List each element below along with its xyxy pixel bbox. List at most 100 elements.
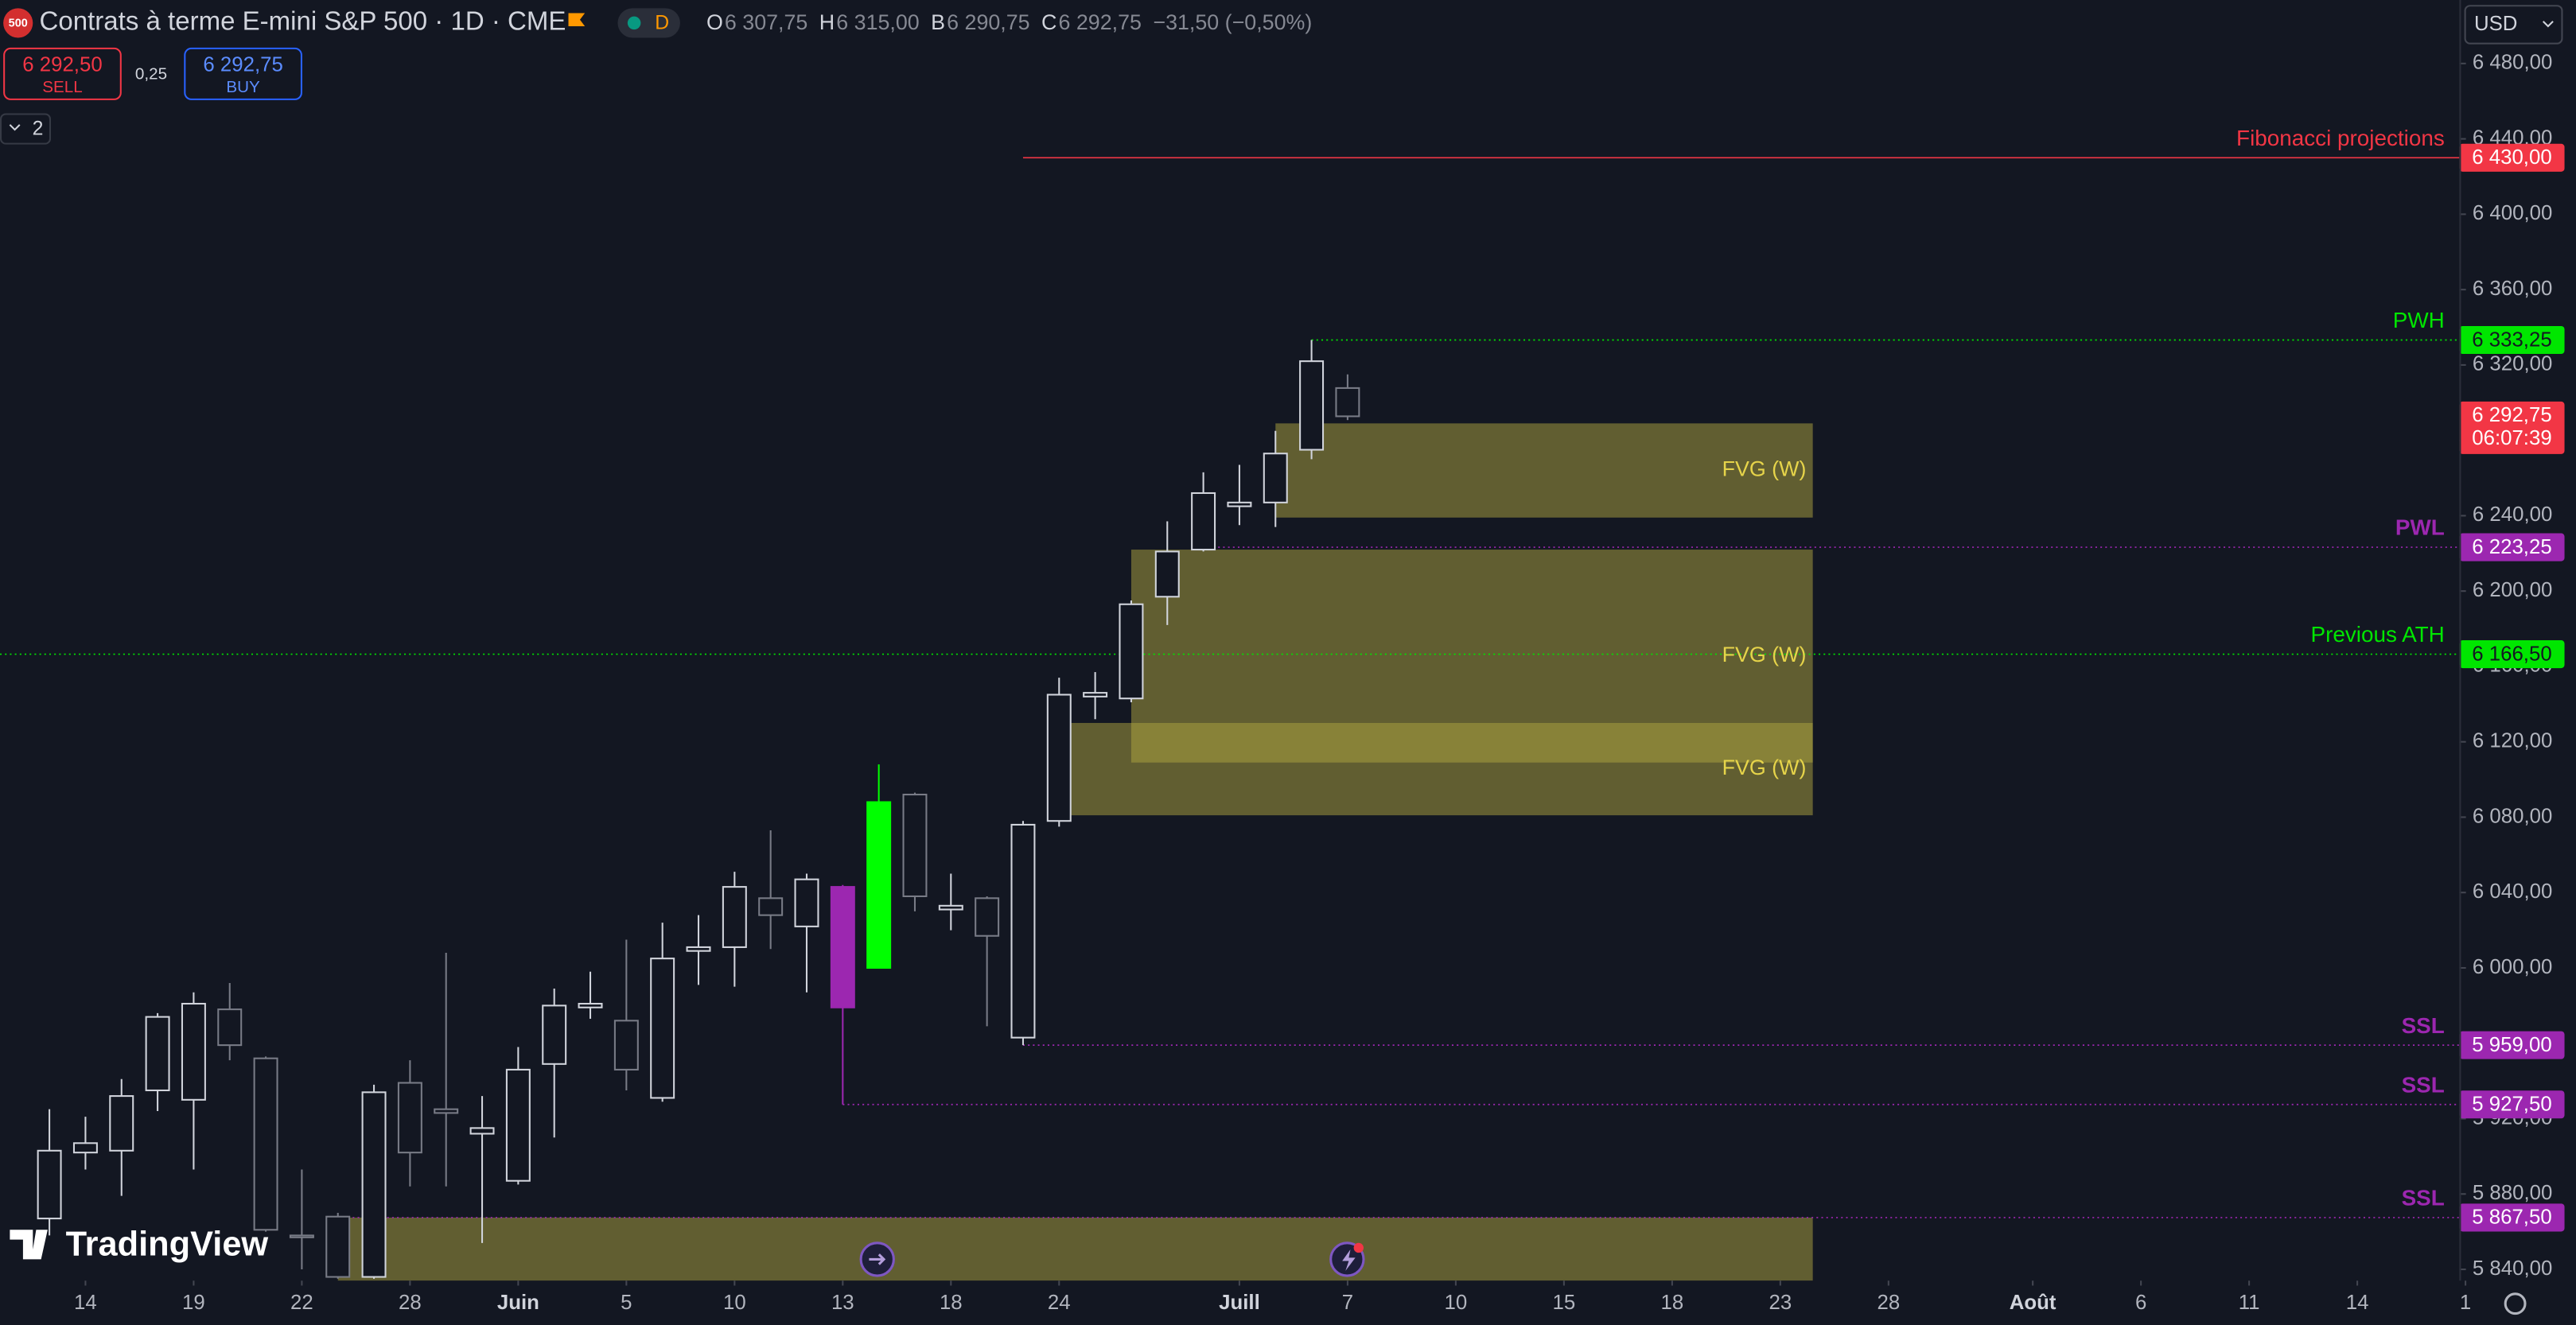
candle-body	[434, 1108, 459, 1114]
x-tick-label: 11	[2239, 1292, 2260, 1314]
fvg-zone	[337, 1217, 1813, 1281]
ohlc-value: 6 292,75	[1059, 10, 1142, 34]
candle-body	[542, 1004, 567, 1065]
price-tag	[2459, 143, 2565, 172]
x-tick-label: Juin	[497, 1292, 539, 1314]
ohlc-value: 6 307,75	[725, 10, 807, 34]
buy-button[interactable]	[184, 47, 302, 100]
x-tick-label: 28	[1877, 1292, 1900, 1314]
fvg-zone	[1275, 423, 1813, 518]
x-tick-label: 5	[621, 1292, 632, 1314]
interval: D	[655, 12, 669, 33]
ohlc-value: 6 315,00	[836, 10, 919, 34]
logo-mark	[10, 1230, 48, 1260]
candle-body	[1191, 492, 1216, 551]
price-tag-label: 6 430,00	[2472, 146, 2551, 169]
candle-body	[469, 1127, 495, 1135]
candle-body	[217, 1008, 243, 1047]
candle-body	[289, 1234, 314, 1238]
x-tick-label: Août	[2010, 1292, 2057, 1314]
candle-body	[1299, 360, 1325, 451]
logo-text: TradingView	[66, 1225, 269, 1263]
x-tick-label: 10	[723, 1292, 746, 1314]
x-tick-label: Juill	[1219, 1292, 1260, 1314]
event-bolt	[1342, 1249, 1356, 1271]
candle-body	[397, 1082, 422, 1154]
candle-body	[505, 1068, 531, 1182]
level-name: SSL	[2402, 1013, 2445, 1038]
candle-body	[578, 1002, 603, 1008]
currency-select[interactable]	[2464, 5, 2563, 45]
level-name: SSL	[2402, 1186, 2445, 1210]
price-tag	[2459, 1203, 2565, 1232]
current-price-tag	[2459, 401, 2565, 454]
candle-body	[109, 1095, 134, 1152]
y-tick-label: 6 120,00	[2473, 730, 2552, 752]
x-tick-label: 15	[1553, 1292, 1576, 1314]
candle-body	[37, 1149, 62, 1220]
candle-body	[902, 794, 928, 898]
price-tag	[2459, 1031, 2565, 1059]
current-price: 6 292,75	[2472, 404, 2551, 426]
level-name: Fibonacci projections	[2236, 126, 2445, 150]
symbol-title[interactable]: Contrats à terme E-mini S&P 500 · 1D · C…	[40, 6, 566, 36]
candle-body	[361, 1091, 387, 1278]
candle-body	[866, 801, 892, 969]
settings-icon[interactable]	[2504, 1292, 2527, 1315]
candle-body	[938, 904, 963, 911]
candle-body	[758, 897, 784, 916]
price-tag-label: 6 333,25	[2472, 328, 2551, 351]
candle-body	[1083, 692, 1108, 697]
y-tick-label: 6 240,00	[2473, 503, 2552, 526]
candle-body	[613, 1020, 639, 1070]
y-tick-label: 6 000,00	[2473, 956, 2552, 978]
sell-label: SELL	[42, 78, 82, 96]
currency: USD	[2474, 13, 2517, 35]
x-tick-label: 7	[1342, 1292, 1353, 1314]
event-arrow	[869, 1253, 886, 1265]
price-tag-label: 6 166,50	[2472, 643, 2551, 665]
layers-toggle[interactable]	[0, 113, 52, 145]
y-tick-label: 6 480,00	[2473, 52, 2552, 74]
candle-body	[1046, 694, 1072, 822]
candle-body	[1335, 387, 1360, 418]
price-tag	[2459, 1090, 2565, 1119]
x-tick-label: 22	[290, 1292, 313, 1314]
ohlc-key: B	[931, 10, 945, 34]
sell-price: 6 292,50	[22, 53, 102, 76]
sell-button[interactable]	[3, 47, 122, 100]
price-tag	[2459, 325, 2565, 355]
candle-body	[975, 897, 1000, 937]
x-tick-label: 6	[2135, 1292, 2146, 1314]
price-tag-label: 5 959,00	[2472, 1034, 2551, 1056]
x-tick-label: 19	[182, 1292, 205, 1314]
y-tick-label: 6 320,00	[2473, 353, 2552, 375]
x-tick-label: 1	[2460, 1292, 2471, 1314]
symbol-badge[interactable]	[3, 8, 33, 38]
x-tick-label: 14	[74, 1292, 97, 1314]
spread: 0,25	[135, 64, 167, 83]
x-tick-label: 13	[831, 1292, 854, 1314]
candle-body	[830, 886, 855, 1008]
y-tick-label: 6 400,00	[2473, 202, 2552, 224]
level-name: Previous ATH	[2311, 622, 2445, 647]
buy-price: 6 292,75	[203, 53, 282, 76]
candle-body	[650, 958, 675, 1099]
flag-icon[interactable]	[568, 13, 586, 27]
status-dot	[627, 16, 641, 30]
y-tick-label: 5 880,00	[2473, 1182, 2552, 1204]
fvg-zone	[1059, 723, 1813, 816]
price-tag-label: 5 927,50	[2472, 1094, 2551, 1116]
candle-body	[794, 878, 819, 927]
session-pill[interactable]	[617, 8, 680, 38]
price-tag-label: 6 223,25	[2472, 536, 2551, 558]
zone-label: FVG (W)	[1722, 643, 1807, 666]
price-tag-label: 5 867,50	[2472, 1206, 2551, 1229]
y-tick-label: 6 080,00	[2473, 805, 2552, 827]
level-name: SSL	[2402, 1072, 2445, 1097]
x-tick-label: 23	[1769, 1292, 1792, 1314]
candle-body	[1154, 550, 1180, 598]
